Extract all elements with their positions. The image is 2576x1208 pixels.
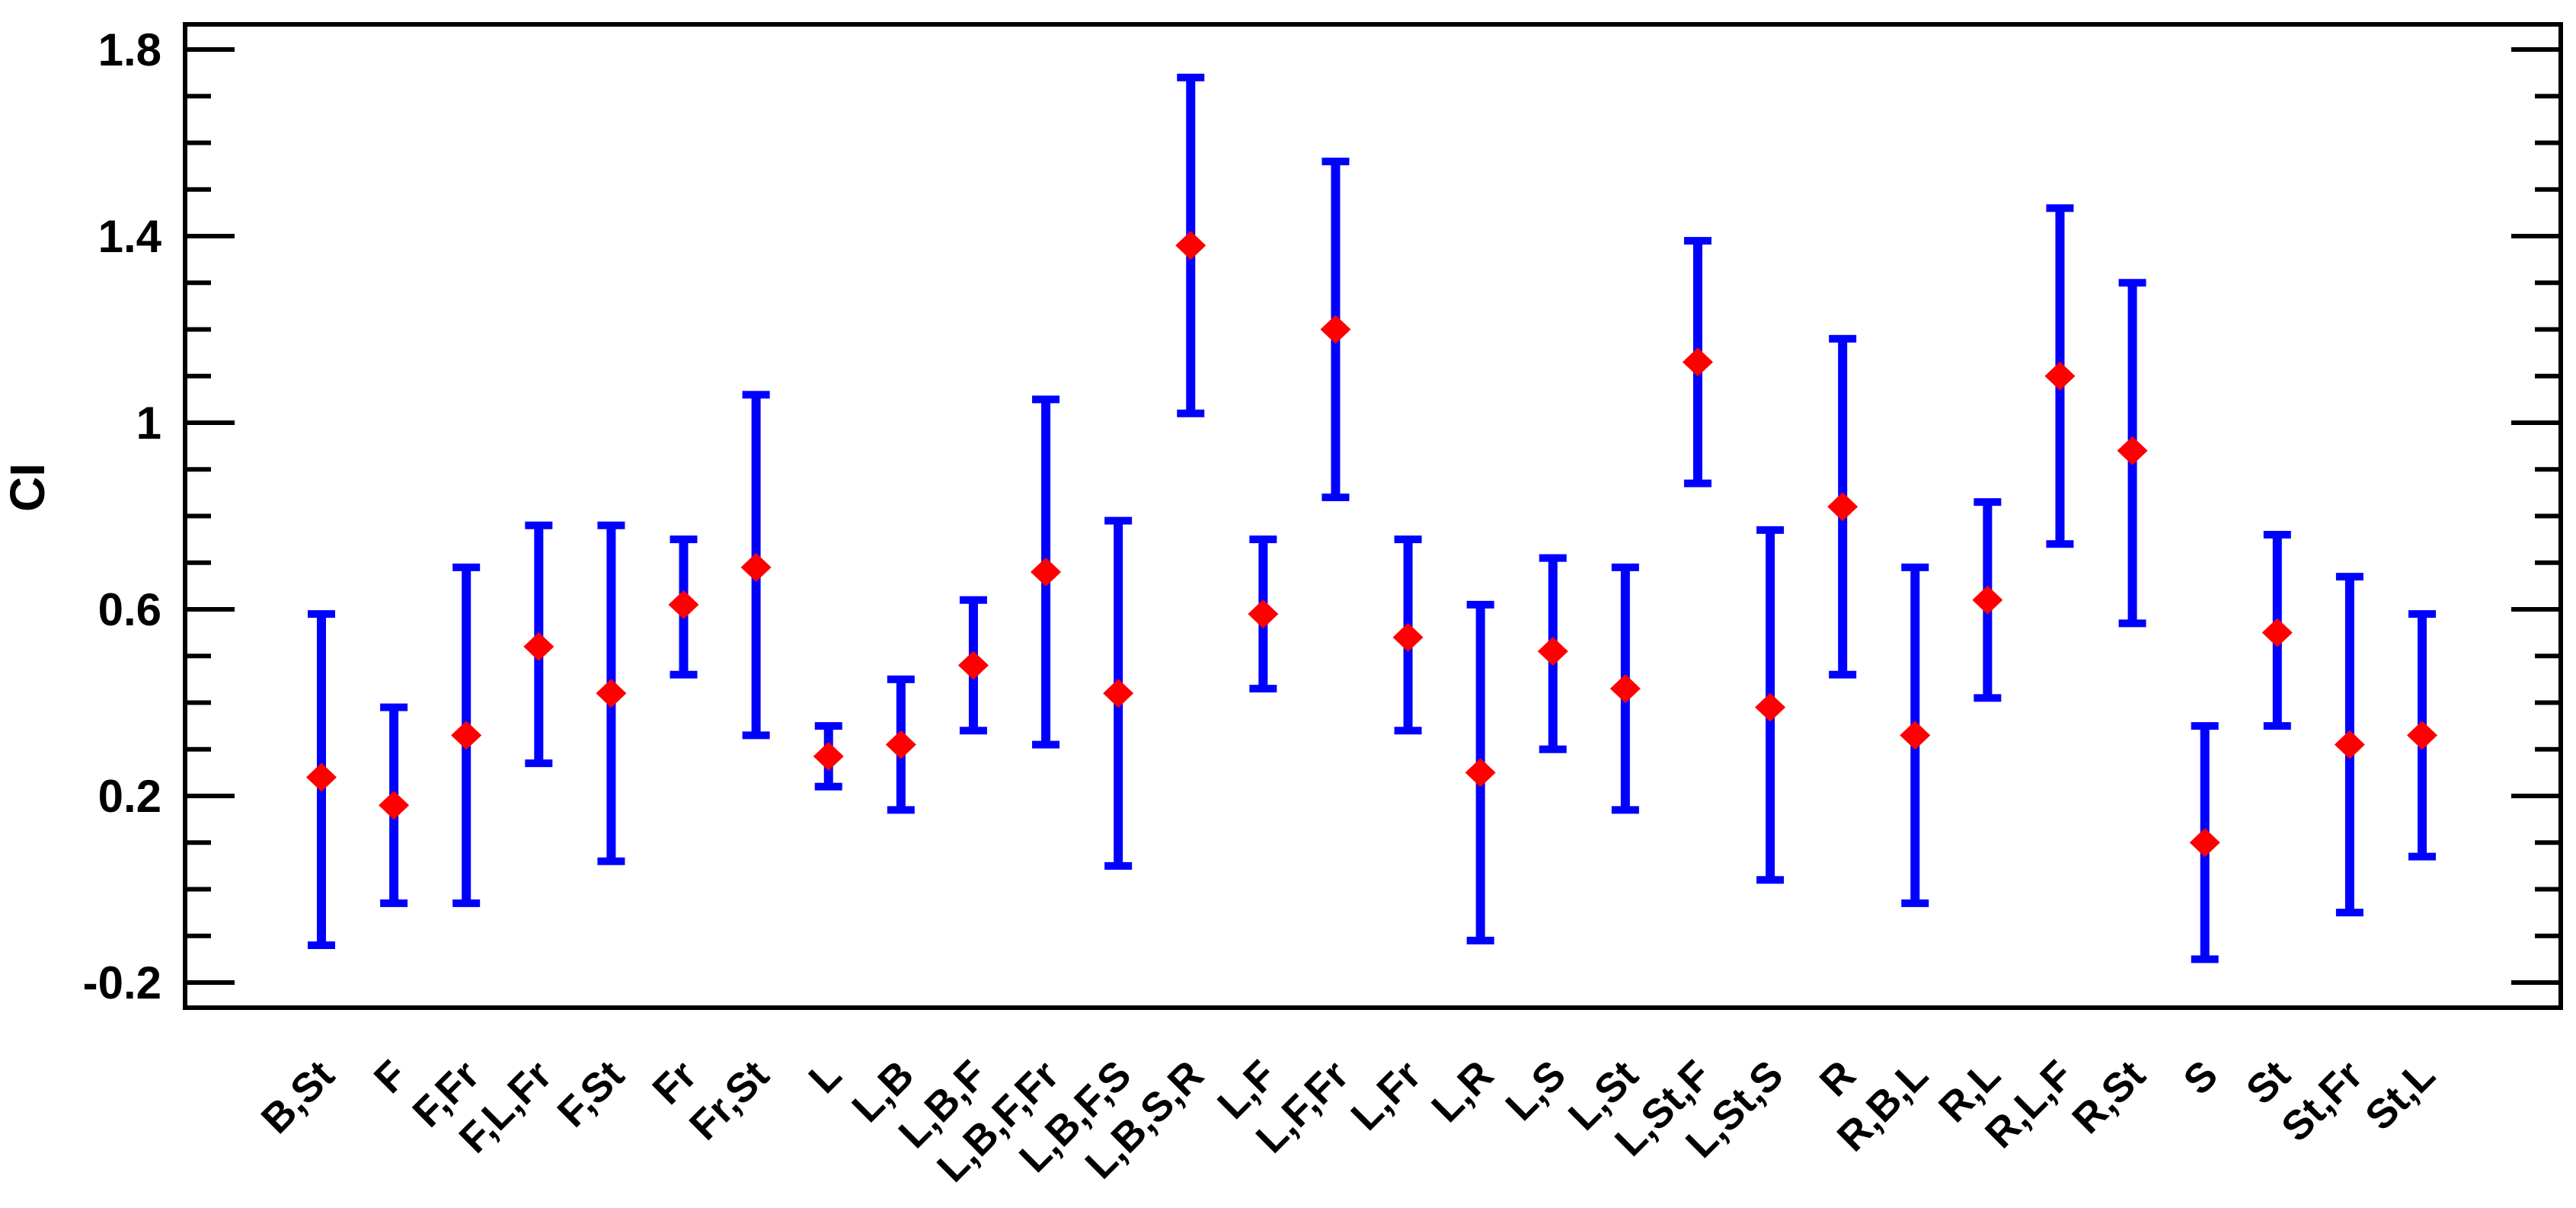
data-point-marker: [1175, 231, 1207, 260]
data-point-marker: [306, 762, 337, 792]
data-point-marker: [885, 730, 916, 759]
x-category-label: L: [800, 1052, 850, 1102]
data-point-marker: [1537, 637, 1568, 666]
data-point-marker: [2117, 436, 2148, 465]
y-tick-label: -0.2: [83, 957, 161, 1008]
data-point-marker: [813, 741, 844, 771]
data-point-marker: [523, 632, 555, 661]
data-point-marker: [1392, 622, 1424, 652]
data-point-marker: [596, 679, 627, 708]
x-category-label: L,R: [1423, 1052, 1502, 1131]
chart-generated-content: -0.20.20.611.41.8B,St FF,FrF,L,FrF,St FrFr…: [83, 22, 2563, 1190]
data-point-marker: [1972, 585, 2003, 615]
x-category-label: L,S: [1497, 1052, 1574, 1130]
x-category-label: F,St: [549, 1052, 633, 1136]
x-category-label: L,Fr: [1342, 1052, 1430, 1139]
data-point-marker: [2334, 730, 2365, 759]
x-category-label: R: [1811, 1052, 1865, 1105]
y-axis-title: CI: [0, 463, 55, 512]
y-tick-label: 1.8: [98, 24, 161, 75]
data-point-marker: [1320, 315, 1351, 344]
data-point-marker: [2044, 361, 2076, 391]
data-point-marker: [451, 721, 482, 750]
x-category-label: St,L: [2357, 1052, 2444, 1139]
data-point-marker: [1827, 492, 1858, 522]
x-category-label: Fr,St: [681, 1052, 778, 1149]
data-point-marker: [2261, 618, 2293, 647]
x-category-label: F: [366, 1052, 416, 1102]
y-tick-label: 1: [136, 398, 161, 449]
data-point-marker: [1682, 347, 1713, 377]
data-point-marker: [2406, 721, 2437, 750]
data-point-marker: [1103, 679, 1134, 708]
x-category-label: B,St: [253, 1052, 344, 1142]
x-category-label: R,St: [2063, 1052, 2154, 1142]
data-point-marker: [1755, 692, 1786, 722]
x-category-label: S: [2175, 1052, 2226, 1104]
y-tick-label: 0.2: [98, 771, 161, 822]
data-point-marker: [1465, 758, 1496, 788]
data-point-marker: [1248, 599, 1279, 629]
data-point-marker: [379, 791, 410, 820]
x-category-label: St,Fr: [2273, 1052, 2371, 1150]
data-point-marker: [1609, 674, 1641, 704]
data-point-marker: [1900, 721, 1931, 750]
data-point-marker: [2189, 828, 2220, 858]
data-point-marker: [957, 650, 989, 680]
data-point-marker: [1031, 558, 1062, 586]
y-tick-label: 0.6: [98, 584, 161, 635]
y-tick-label: 1.4: [98, 211, 162, 262]
data-point-marker: [668, 590, 699, 619]
plot-frame: [183, 22, 2563, 1010]
data-point-marker: [740, 552, 772, 582]
